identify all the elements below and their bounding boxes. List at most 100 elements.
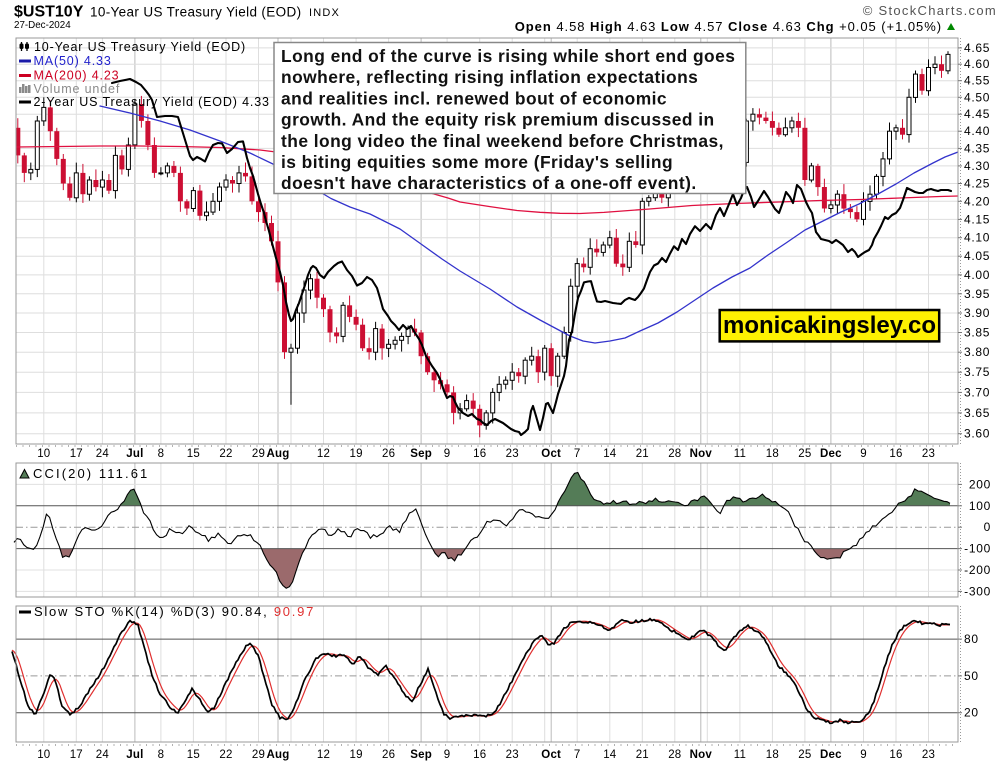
svg-text:doesn't have characteristics o: doesn't have characteristics of a one-of… bbox=[281, 173, 697, 193]
svg-text:10: 10 bbox=[37, 749, 50, 761]
svg-text:9: 9 bbox=[444, 448, 451, 460]
svg-text:MA(200) 4.23: MA(200) 4.23 bbox=[34, 69, 120, 83]
svg-text:11: 11 bbox=[734, 749, 746, 761]
svg-text:18: 18 bbox=[766, 749, 779, 761]
svg-text:17: 17 bbox=[70, 749, 83, 761]
svg-text:3.75: 3.75 bbox=[964, 365, 990, 379]
svg-text:22: 22 bbox=[219, 749, 232, 761]
svg-text:100: 100 bbox=[969, 499, 991, 513]
svg-text:and realities incl. renewed bo: and realities incl. renewed bout of econ… bbox=[281, 88, 667, 108]
svg-text:14: 14 bbox=[603, 448, 617, 460]
svg-text:Long end of the curve is risin: Long end of the curve is rising while sh… bbox=[281, 46, 735, 66]
svg-text:23: 23 bbox=[922, 749, 935, 761]
svg-text:Sep: Sep bbox=[410, 448, 432, 460]
svg-text:18: 18 bbox=[766, 448, 779, 460]
svg-text:3.80: 3.80 bbox=[964, 345, 990, 359]
svg-text:12: 12 bbox=[317, 749, 330, 761]
svg-text:nowhere, reflecting rising inf: nowhere, reflecting rising inflation exp… bbox=[281, 67, 698, 87]
svg-text:Nov: Nov bbox=[690, 749, 713, 761]
svg-text:4.65: 4.65 bbox=[964, 41, 990, 55]
svg-text:80: 80 bbox=[964, 632, 979, 646]
svg-text:4.50: 4.50 bbox=[964, 90, 990, 104]
svg-text:27-Dec-2024: 27-Dec-2024 bbox=[14, 20, 71, 31]
svg-text:9: 9 bbox=[860, 749, 867, 761]
svg-text:28: 28 bbox=[668, 749, 681, 761]
svg-text:4.60: 4.60 bbox=[964, 57, 990, 71]
svg-text:20: 20 bbox=[964, 706, 979, 720]
svg-text:4.40: 4.40 bbox=[964, 124, 990, 138]
svg-text:200: 200 bbox=[969, 477, 991, 491]
svg-text:7: 7 bbox=[574, 448, 581, 460]
svg-text:Aug: Aug bbox=[267, 448, 290, 460]
svg-text:the long video the final weeke: the long video the final weekend before … bbox=[281, 131, 724, 151]
svg-text:23: 23 bbox=[506, 749, 519, 761]
svg-text:9: 9 bbox=[860, 448, 867, 460]
svg-text:24: 24 bbox=[96, 448, 110, 460]
svg-text:25: 25 bbox=[798, 448, 811, 460]
svg-text:29: 29 bbox=[252, 448, 265, 460]
svg-text:4.35: 4.35 bbox=[964, 141, 990, 155]
svg-text:3.70: 3.70 bbox=[964, 385, 990, 399]
svg-text:Sep: Sep bbox=[410, 749, 432, 761]
svg-text:23: 23 bbox=[922, 448, 935, 460]
svg-text:8: 8 bbox=[158, 448, 165, 460]
svg-text:16: 16 bbox=[473, 749, 486, 761]
svg-text:9: 9 bbox=[444, 749, 451, 761]
svg-text:-100: -100 bbox=[964, 542, 991, 556]
svg-text:7: 7 bbox=[574, 749, 581, 761]
svg-text:10-Year US Treasury Yield (EOD: 10-Year US Treasury Yield (EOD) bbox=[34, 40, 246, 54]
svg-text:4.15: 4.15 bbox=[964, 212, 990, 226]
svg-text:4.45: 4.45 bbox=[964, 107, 990, 121]
svg-text:4.30: 4.30 bbox=[964, 159, 990, 173]
svg-text:3.90: 3.90 bbox=[964, 306, 990, 320]
svg-text:19: 19 bbox=[349, 749, 362, 761]
svg-text:Dec: Dec bbox=[820, 749, 842, 761]
svg-text:26: 26 bbox=[382, 749, 395, 761]
svg-text:4.00: 4.00 bbox=[964, 268, 990, 282]
svg-text:11: 11 bbox=[734, 448, 746, 460]
svg-text:© StockCharts.com: © StockCharts.com bbox=[863, 3, 997, 18]
svg-text:Nov: Nov bbox=[690, 448, 713, 460]
svg-text:23: 23 bbox=[506, 448, 519, 460]
svg-text:24: 24 bbox=[96, 749, 110, 761]
svg-text:Jul: Jul bbox=[126, 448, 143, 460]
svg-text:15: 15 bbox=[187, 448, 200, 460]
svg-text:21: 21 bbox=[636, 448, 649, 460]
svg-text:Slow STO %K(14) %D(3) 90.84, 9: Slow STO %K(14) %D(3) 90.84, 90.97 bbox=[34, 604, 315, 619]
svg-text:29: 29 bbox=[252, 749, 265, 761]
svg-text:2-Year US Treasury Yield (EOD): 2-Year US Treasury Yield (EOD) 4.33 bbox=[34, 95, 270, 109]
svg-text:4.10: 4.10 bbox=[964, 231, 990, 245]
svg-text:CCI(20) 111.61: CCI(20) 111.61 bbox=[33, 466, 149, 481]
svg-text:10: 10 bbox=[37, 448, 50, 460]
svg-text:15: 15 bbox=[187, 749, 200, 761]
svg-text:4.55: 4.55 bbox=[964, 74, 990, 88]
svg-text:14: 14 bbox=[603, 749, 617, 761]
svg-text:28: 28 bbox=[668, 448, 681, 460]
svg-text:3.65: 3.65 bbox=[964, 406, 990, 420]
svg-text:3.95: 3.95 bbox=[964, 287, 990, 301]
svg-text:Aug: Aug bbox=[267, 749, 290, 761]
svg-text:12: 12 bbox=[317, 448, 330, 460]
svg-text:Dec: Dec bbox=[820, 448, 842, 460]
svg-text:0: 0 bbox=[984, 520, 991, 534]
svg-text:26: 26 bbox=[382, 448, 395, 460]
svg-text:Volume undef: Volume undef bbox=[34, 82, 121, 96]
svg-text:4.20: 4.20 bbox=[964, 194, 990, 208]
svg-text:MA(50) 4.33: MA(50) 4.33 bbox=[34, 54, 112, 68]
svg-text:INDX: INDX bbox=[309, 7, 340, 19]
svg-text:Oct: Oct bbox=[541, 448, 561, 460]
svg-text:19: 19 bbox=[349, 448, 362, 460]
svg-text:Jul: Jul bbox=[126, 749, 143, 761]
svg-text:4.05: 4.05 bbox=[964, 249, 990, 263]
svg-text:25: 25 bbox=[798, 749, 811, 761]
svg-text:$UST10Y: $UST10Y bbox=[14, 4, 84, 21]
svg-text:Oct: Oct bbox=[541, 749, 561, 761]
svg-text:Open 4.58 High 4.63 Low 4.57 C: Open 4.58 High 4.63 Low 4.57 Close 4.63 … bbox=[515, 19, 942, 34]
svg-text:is biting equities some more (: is biting equities some more (Friday's s… bbox=[281, 152, 673, 172]
svg-text:16: 16 bbox=[473, 448, 486, 460]
svg-text:50: 50 bbox=[964, 669, 979, 683]
svg-text:4.25: 4.25 bbox=[964, 177, 990, 191]
svg-text:22: 22 bbox=[219, 448, 232, 460]
svg-text:3.60: 3.60 bbox=[964, 427, 990, 441]
svg-text:16: 16 bbox=[889, 749, 902, 761]
